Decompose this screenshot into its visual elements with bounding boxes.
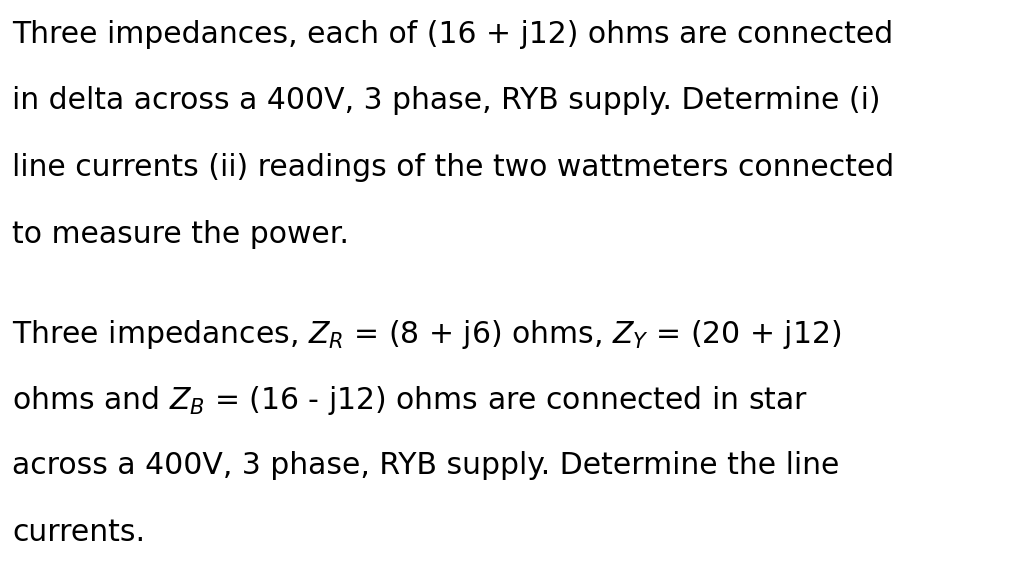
Text: ohms and $Z_B$ = (16 - j12) ohms are connected in star: ohms and $Z_B$ = (16 - j12) ohms are con… xyxy=(12,384,808,417)
Text: across a 400V, 3 phase, RYB supply. Determine the line: across a 400V, 3 phase, RYB supply. Dete… xyxy=(12,451,840,480)
Text: line currents (ii) readings of the two wattmeters connected: line currents (ii) readings of the two w… xyxy=(12,153,895,182)
Text: currents.: currents. xyxy=(12,518,145,546)
Text: to measure the power.: to measure the power. xyxy=(12,220,349,249)
Text: Three impedances, each of (16 + j12) ohms are connected: Three impedances, each of (16 + j12) ohm… xyxy=(12,20,894,49)
Text: in delta across a 400V, 3 phase, RYB supply. Determine (i): in delta across a 400V, 3 phase, RYB sup… xyxy=(12,86,881,115)
Text: Three impedances, $Z_R$ = (8 + j6) ohms, $Z_Y$ = (20 + j12): Three impedances, $Z_R$ = (8 + j6) ohms,… xyxy=(12,318,842,350)
